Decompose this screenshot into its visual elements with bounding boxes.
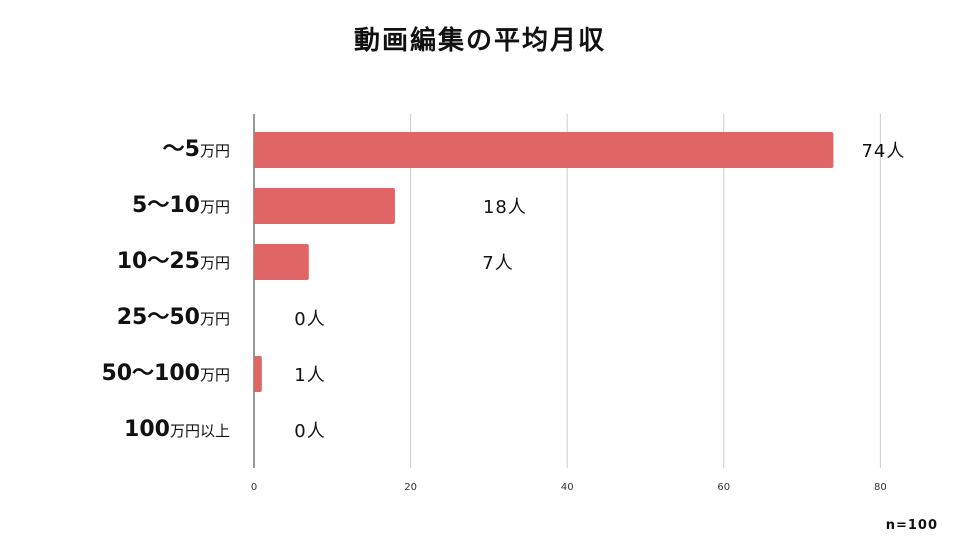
sample-size-note: n=100	[885, 518, 938, 533]
chart-title: 動画編集の平均月収	[353, 26, 606, 56]
category-range: 5〜10	[132, 193, 200, 218]
category-label: 5〜10万円	[132, 191, 230, 221]
category-range: 10〜25	[116, 249, 200, 274]
x-tick-label: 0	[251, 482, 257, 493]
data-label: 18人	[483, 197, 527, 218]
category-unit: 万円	[199, 366, 230, 384]
category-range: 25〜50	[116, 305, 200, 330]
category-label: 25〜50万円	[117, 303, 230, 333]
x-tick-label: 80	[874, 482, 887, 493]
category-unit: 万円	[199, 254, 230, 272]
category-range: 50〜100	[101, 361, 200, 386]
category-unit: 万円	[199, 142, 230, 160]
data-label: 7人	[482, 253, 513, 274]
data-label: 0人	[294, 309, 325, 330]
category-label: 〜5万円	[163, 135, 230, 165]
data-label: 0人	[294, 421, 325, 442]
bar	[254, 132, 834, 168]
bar	[254, 188, 395, 224]
category-unit: 万円	[199, 310, 230, 328]
data-label: 74人	[861, 141, 905, 162]
category-label: 10〜25万円	[117, 247, 230, 277]
data-label: 1人	[294, 365, 325, 386]
x-tick-label: 40	[561, 482, 574, 493]
x-tick-label: 20	[404, 482, 417, 493]
category-unit: 万円以上	[169, 422, 230, 440]
category-unit: 万円	[199, 198, 230, 216]
category-range: 100	[124, 417, 170, 442]
category-label: 100万円以上	[124, 415, 230, 445]
category-label: 50〜100万円	[101, 359, 230, 389]
category-range: 〜5	[162, 137, 200, 162]
x-tick-label: 60	[717, 482, 730, 493]
bar	[254, 244, 309, 280]
bar	[254, 356, 262, 392]
